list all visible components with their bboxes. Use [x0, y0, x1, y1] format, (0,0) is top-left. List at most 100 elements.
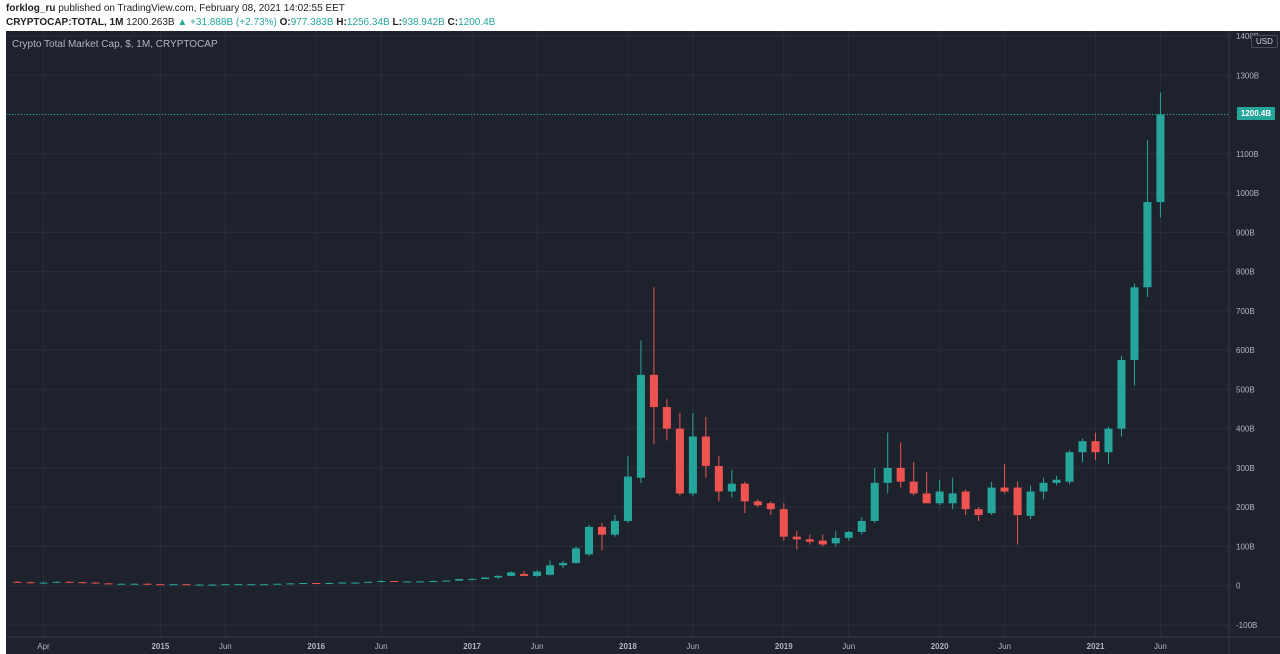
- candle-up: [1052, 479, 1061, 483]
- low-value: 938.942B: [401, 17, 445, 28]
- candle-up: [338, 582, 347, 584]
- candle-up: [416, 581, 425, 583]
- currency-label[interactable]: USD: [1251, 35, 1278, 48]
- close-value: 1200.4B: [458, 17, 496, 28]
- candle-up: [948, 493, 957, 504]
- publish-info: forklog_ru published on TradingView.com,…: [6, 3, 345, 14]
- candle-down: [909, 481, 918, 494]
- candle-up: [688, 436, 697, 494]
- candle-up: [1039, 482, 1048, 492]
- candle-down: [1091, 441, 1100, 453]
- candle-up: [325, 582, 334, 584]
- candle-down: [766, 503, 775, 510]
- chart-legend: Crypto Total Market Cap, $, 1M, CRYPTOCA…: [12, 39, 218, 50]
- candle-down: [753, 501, 762, 506]
- candle-down: [1000, 487, 1009, 492]
- candle-up: [545, 565, 555, 575]
- y-tick-label: 1400B: [1236, 32, 1259, 41]
- candle-down: [740, 483, 749, 502]
- y-tick-label: 800B: [1236, 268, 1255, 277]
- change-value: +31.888B (+2.73%): [190, 17, 277, 28]
- candle-down: [805, 539, 814, 542]
- candle-up: [987, 487, 996, 514]
- x-tick-label: 2016: [307, 642, 325, 651]
- x-tick-label: Jun: [1154, 642, 1167, 651]
- x-tick-label: Jun: [842, 642, 855, 651]
- last-value: 1200.263B: [126, 17, 175, 28]
- candle-down: [779, 509, 788, 537]
- last-price-tag: 1200.4B: [1237, 107, 1275, 120]
- candle-up: [831, 537, 840, 544]
- candle-down: [896, 467, 905, 482]
- candle-up: [286, 583, 295, 585]
- candle-up: [273, 583, 282, 585]
- candle-up: [1130, 287, 1139, 360]
- candle-up: [468, 579, 477, 581]
- candle-up: [442, 580, 451, 582]
- candle-down: [390, 581, 399, 583]
- x-tick-label: Jun: [531, 642, 544, 651]
- candle-up: [883, 467, 892, 483]
- high-value: 1256.34B: [346, 17, 390, 28]
- candle-up: [494, 575, 503, 578]
- candle-up: [52, 581, 61, 583]
- candle-up: [130, 583, 139, 585]
- y-tick-label: 600B: [1236, 346, 1255, 355]
- candle-down: [182, 584, 191, 586]
- chart-panel[interactable]: -100B 0 100B 200B 300B 400B 500B 600B 700B 800B 90…: [6, 31, 1280, 654]
- candle-up: [636, 374, 645, 478]
- candle-up: [1117, 359, 1126, 429]
- x-tick-label: 2021: [1087, 642, 1105, 651]
- open-value: 977.383B: [290, 17, 334, 28]
- y-tick-label: -100B: [1236, 621, 1257, 630]
- candle-up: [195, 584, 204, 586]
- candle-up: [935, 491, 944, 504]
- candle-down: [13, 581, 22, 583]
- high-label: H:: [336, 17, 347, 28]
- candlestick-chart[interactable]: -100B 0 100B 200B 300B 400B 500B 600B 700B 800B 90…: [6, 31, 1280, 654]
- candle-up: [1143, 202, 1152, 288]
- x-tick-label: 2015: [151, 642, 169, 651]
- candle-up: [533, 571, 542, 576]
- x-tick-label: Jun: [686, 642, 699, 651]
- x-tick-label: 2019: [775, 642, 793, 651]
- candle-down: [662, 407, 671, 429]
- candle-down: [818, 540, 827, 545]
- candle-down: [520, 573, 529, 576]
- candle-down: [701, 436, 710, 466]
- candle-down: [143, 583, 152, 585]
- y-tick-label: 0: [1236, 582, 1241, 591]
- symbol-ohlc-line: CRYPTOCAP:TOTAL, 1M 1200.263B ▲ +31.888B…: [6, 17, 495, 28]
- candle-down: [675, 428, 684, 494]
- candle-up: [1065, 452, 1074, 482]
- y-tick-label: 300B: [1236, 464, 1255, 473]
- publish-text: published on TradingView.com, February 0…: [58, 3, 345, 14]
- candle-down: [156, 584, 165, 586]
- y-tick-label: 200B: [1236, 503, 1255, 512]
- y-tick-label: 1100B: [1236, 150, 1259, 159]
- x-tick-label: Jun: [375, 642, 388, 651]
- candle-down: [312, 582, 321, 584]
- author-name[interactable]: forklog_ru: [6, 3, 56, 14]
- candle-up: [1104, 428, 1113, 453]
- close-label: C:: [447, 17, 459, 28]
- candle-up: [610, 520, 619, 535]
- candle-up: [623, 476, 632, 521]
- chart-header: forklog_ru published on TradingView.com,…: [0, 0, 1280, 30]
- open-label: O:: [279, 17, 291, 28]
- candle-down: [1013, 487, 1022, 516]
- candle-down: [65, 581, 74, 583]
- candle-down: [104, 583, 113, 585]
- y-tick-label: 1300B: [1236, 71, 1259, 80]
- candle-up: [844, 531, 853, 538]
- candle-down: [714, 465, 723, 492]
- candle-up: [1078, 441, 1087, 453]
- candle-down: [597, 526, 606, 535]
- candle-up: [727, 483, 736, 492]
- symbol-name[interactable]: CRYPTOCAP:TOTAL, 1M: [6, 17, 124, 28]
- candle-up: [1026, 491, 1035, 516]
- candle-up: [234, 584, 243, 586]
- x-tick-label: 2018: [619, 642, 637, 651]
- candle-up: [584, 526, 594, 555]
- y-tick-label: 900B: [1236, 228, 1255, 237]
